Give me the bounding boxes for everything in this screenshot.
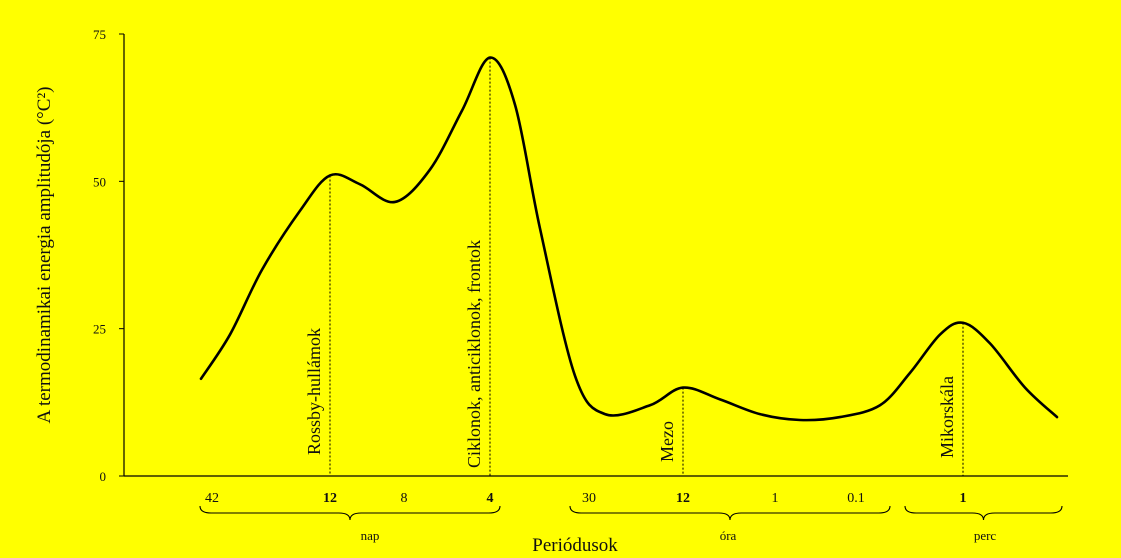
x-tick-label: 42 <box>205 491 219 506</box>
x-tick-label: 12 <box>323 491 337 506</box>
y-axis-label: A termodinamikai energia amplitudója (°C… <box>34 87 55 424</box>
x-tick-label: 12 <box>676 491 690 506</box>
x-axis-label: Periódusok <box>532 535 618 556</box>
peak-annotation: Ciklonok, anticiklonok, frontok <box>464 240 484 468</box>
y-ticks: 0 25 50 75 <box>93 27 124 484</box>
y-tick-label: 25 <box>93 322 106 337</box>
peak-annotation: Rossby-hullámok <box>304 328 324 455</box>
peak-annotation: Mezo <box>657 421 677 462</box>
y-tick-label: 75 <box>93 27 106 42</box>
unit-group-label: perc <box>974 528 997 543</box>
y-tick-label: 0 <box>100 469 107 484</box>
x-ticks: 42 12 8 4 30 12 1 0.1 1 <box>205 491 967 506</box>
x-tick-label: 1 <box>772 491 779 506</box>
series-line <box>199 56 1059 422</box>
unit-brace <box>199 505 501 521</box>
x-tick-label: 8 <box>401 491 408 506</box>
unit-group-label: nap <box>361 528 380 543</box>
peak-drop-lines <box>329 57 964 476</box>
x-tick-label: 1 <box>960 491 967 506</box>
x-tick-label: 0.1 <box>847 491 865 506</box>
y-tick-label: 50 <box>93 174 106 189</box>
peak-annotations: Rossby-hullámok Ciklonok, anticiklonok, f… <box>304 240 957 468</box>
period-braces: nap óra perc <box>199 505 1063 543</box>
x-tick-label: 30 <box>582 491 596 506</box>
axes <box>123 34 1068 477</box>
unit-brace <box>904 505 1063 521</box>
peak-annotation: Mikorskála <box>937 376 957 458</box>
x-tick-label: 4 <box>487 491 494 506</box>
unit-brace <box>569 505 891 521</box>
unit-group-label: óra <box>720 528 737 543</box>
